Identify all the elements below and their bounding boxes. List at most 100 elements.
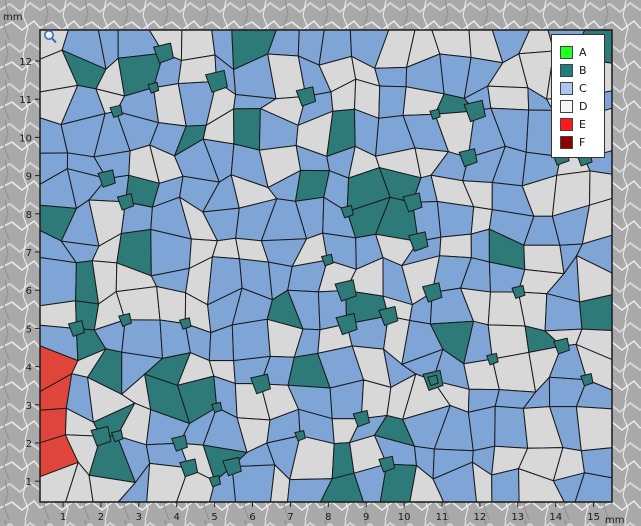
small-grain [340, 204, 354, 219]
grain-cell [470, 228, 490, 263]
y-tick-label: 1 [26, 477, 32, 488]
small-grain [378, 455, 396, 473]
grain-cell [467, 405, 496, 452]
legend-item: B [560, 61, 604, 79]
small-grain [580, 372, 594, 387]
x-tick-label: 1 [60, 512, 66, 523]
legend-item: F [560, 133, 604, 151]
legend-label: F [579, 135, 586, 149]
x-tick-label: 14 [549, 512, 562, 523]
legend-swatch [560, 63, 573, 77]
grain-map[interactable] [39, 29, 613, 503]
y-axis-unit-label: mm [3, 12, 22, 23]
x-tick-label: 15 [587, 512, 600, 523]
x-tick-label: 13 [511, 512, 524, 523]
y-tick-label: 11 [19, 95, 32, 106]
grain-cell [575, 406, 613, 452]
small-grain [152, 42, 175, 64]
small-grain [67, 320, 85, 338]
x-tick-label: 11 [436, 512, 449, 523]
legend-item: D [560, 97, 604, 115]
small-grain [511, 284, 526, 300]
small-grain [352, 409, 370, 428]
grain-cell [39, 256, 77, 307]
y-tick-label: 2 [26, 439, 32, 450]
y-tick-label: 9 [26, 172, 32, 183]
y-tick-label: 5 [26, 324, 32, 335]
y-tick-label: 6 [26, 286, 32, 297]
small-grain [320, 253, 334, 267]
legend-item: A [560, 43, 604, 61]
small-grain [178, 317, 192, 330]
small-grain [109, 104, 123, 119]
small-grain [429, 108, 441, 121]
legend-label: A [579, 45, 587, 59]
legend-item: C [560, 79, 604, 97]
small-grain [294, 429, 306, 442]
grain-cell [233, 108, 261, 151]
small-grain [335, 312, 358, 336]
x-tick-label: 6 [249, 512, 255, 523]
small-grain [421, 282, 443, 303]
small-grain [486, 352, 499, 366]
magnifier-icon[interactable] [42, 29, 58, 45]
grain-cell [523, 244, 565, 275]
map-border [39, 29, 613, 503]
legend-swatch [560, 135, 573, 149]
grain-cell [494, 405, 529, 449]
small-grain [295, 86, 317, 107]
legend-label: D [579, 99, 588, 113]
small-grain [402, 192, 423, 213]
small-grain [90, 425, 112, 447]
small-grain [171, 434, 188, 452]
y-tick-label: 12 [19, 57, 32, 68]
small-grain [378, 305, 399, 327]
grain-cell [436, 200, 475, 238]
small-grain [458, 148, 478, 168]
y-tick-label: 10 [19, 133, 32, 144]
legend-item: E [560, 115, 604, 133]
x-tick-label: 8 [325, 512, 331, 523]
y-tick-label: 4 [26, 363, 32, 374]
grain-cell [439, 233, 472, 259]
small-grain [211, 401, 223, 414]
small-grain [110, 429, 124, 443]
grain-cell [491, 467, 520, 503]
grain-cell [156, 285, 187, 325]
x-tick-label: 4 [174, 512, 180, 523]
grain-cell [374, 66, 408, 88]
legend-label: E [579, 117, 586, 131]
small-grain [118, 312, 132, 327]
y-tick-label: 3 [26, 401, 32, 412]
grain-cell [378, 85, 407, 119]
legend-swatch [560, 117, 573, 131]
small-grain [97, 169, 116, 188]
x-tick-label: 10 [398, 512, 411, 523]
small-grain [250, 373, 271, 395]
small-grain [553, 337, 571, 355]
x-tick-label: 2 [98, 512, 104, 523]
grain-cell [491, 351, 537, 393]
legend-label: B [579, 63, 587, 77]
grain-cell [231, 318, 271, 362]
grain-cell [487, 85, 530, 111]
small-grain [204, 69, 228, 93]
y-axis: 12 11 10 9 8 7 6 5 4 3 2 1 [19, 57, 40, 488]
y-tick-label: 7 [26, 248, 32, 259]
x-tick-label: 12 [474, 512, 487, 523]
small-grain [463, 99, 486, 123]
x-axis-unit-label: mm [605, 515, 624, 526]
legend-swatch [560, 81, 573, 95]
small-grain [179, 458, 199, 478]
x-tick-label: 9 [363, 512, 369, 523]
small-grain [427, 374, 439, 387]
legend-swatch [560, 99, 573, 113]
x-tick-label: 5 [211, 512, 217, 523]
small-grain [408, 231, 429, 252]
small-grain [208, 474, 222, 488]
x-axis: 1 2 3 4 5 6 7 8 9 10 11 12 13 14 15 [60, 502, 600, 523]
legend-label: C [579, 81, 587, 95]
small-grain [116, 193, 135, 211]
